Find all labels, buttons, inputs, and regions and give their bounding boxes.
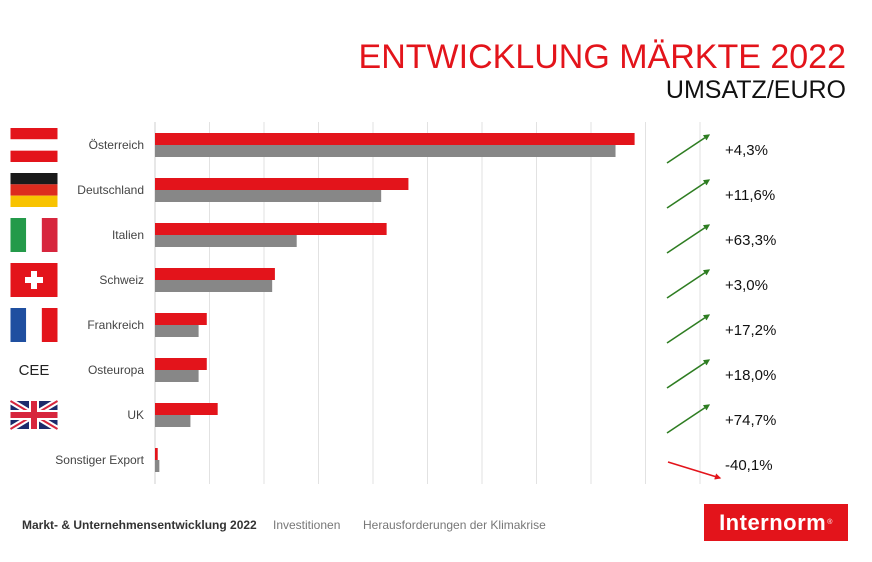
category-label: UK — [127, 408, 144, 422]
footer-nav-markt[interactable]: Markt- & Unternehmensentwicklung 2022 — [22, 518, 257, 532]
bar-2021 — [155, 235, 297, 247]
footer-nav-klimakrise[interactable]: Herausforderungen der Klimakrise — [363, 518, 546, 532]
category-label: Frankreich — [87, 318, 144, 332]
flag-stripe — [10, 195, 58, 207]
trend-down-arrow-icon — [667, 461, 722, 480]
change-label: +63,3% — [725, 232, 776, 249]
category-label: Schweiz — [99, 273, 144, 287]
trend-up-arrow-icon — [666, 179, 711, 209]
change-label: +3,0% — [725, 277, 768, 294]
flag-stripe — [10, 173, 58, 185]
flag-stripe — [41, 308, 58, 342]
internorm-logo: Internorm ® — [704, 504, 848, 541]
flag-stripe — [10, 128, 58, 140]
category-label: Österreich — [89, 138, 144, 152]
bar-2022 — [155, 223, 387, 235]
logo-text: Internorm — [719, 509, 827, 535]
bar-2022 — [155, 133, 635, 145]
footer-nav-investitionen[interactable]: Investitionen — [273, 518, 341, 532]
flag-stripe — [10, 184, 58, 196]
change-label: +74,7% — [725, 412, 776, 429]
bar-chart: Österreich +4,3% Deutschland +11,6% Italien +… — [8, 122, 776, 484]
trend-up-arrow-icon — [666, 314, 711, 344]
region-label-cee: CEE — [19, 362, 50, 379]
france-flag-icon — [10, 308, 58, 342]
bar-2022 — [155, 403, 218, 415]
bar-2022 — [155, 448, 158, 460]
flag-stripe — [26, 218, 42, 252]
flag-stripe — [41, 218, 58, 252]
chart-subtitle: UMSATZ/EURO — [665, 76, 846, 104]
bar-2022 — [155, 358, 207, 370]
flag-stripe — [10, 218, 27, 252]
flag-cross — [31, 401, 37, 429]
category-label: Deutschland — [77, 183, 144, 197]
chart-title: ENTWICKLUNG MÄRKTE 2022 — [358, 38, 846, 76]
italy-flag-icon — [10, 218, 58, 252]
bar-2021 — [155, 460, 160, 472]
change-label: +4,3% — [725, 142, 768, 159]
flag-stripe — [26, 308, 42, 342]
germany-flag-icon — [10, 173, 58, 207]
flag-cross — [31, 271, 37, 289]
category-label: Sonstiger Export — [55, 453, 144, 467]
trend-up-arrow-icon — [666, 134, 711, 164]
trend-up-arrow-icon — [666, 224, 711, 254]
bar-2021 — [155, 280, 273, 292]
bar-2021 — [155, 325, 199, 337]
austria-flag-icon — [10, 128, 58, 162]
bar-2022 — [155, 313, 207, 325]
flag-stripe — [10, 308, 27, 342]
change-label: +18,0% — [725, 367, 776, 384]
uk-flag-icon — [8, 398, 60, 432]
bar-2022 — [155, 178, 409, 190]
bar-2021 — [155, 190, 382, 202]
change-label: +11,6% — [725, 187, 775, 204]
flag-stripe — [10, 139, 58, 151]
change-label: -40,1% — [725, 457, 773, 474]
trend-up-arrow-icon — [666, 404, 711, 434]
trend-up-arrow-icon — [666, 269, 711, 299]
category-label: Italien — [112, 228, 144, 242]
bar-2021 — [155, 415, 191, 427]
trend-up-arrow-icon — [666, 359, 711, 389]
bar-2021 — [155, 370, 199, 382]
category-label: Osteuropa — [88, 363, 144, 377]
switzerland-flag-icon — [10, 263, 58, 297]
change-label: +17,2% — [725, 322, 776, 339]
bar-2021 — [155, 145, 616, 157]
bar-2022 — [155, 268, 275, 280]
logo-registered-mark: ® — [827, 519, 833, 526]
flag-stripe — [10, 150, 58, 162]
